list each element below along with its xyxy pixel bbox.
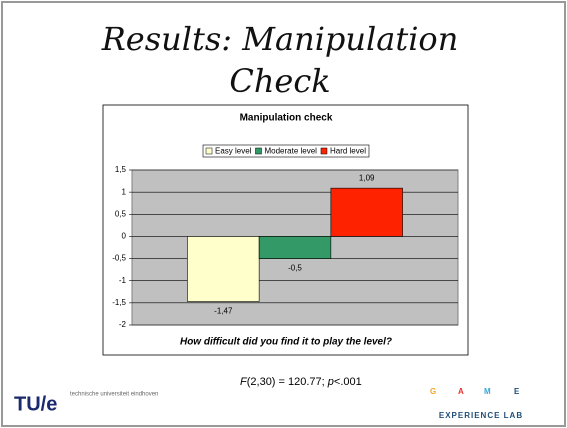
data-label: -0,5: [288, 264, 302, 273]
game-letter: E: [514, 387, 520, 396]
y-tick-label: -1: [119, 276, 127, 285]
x-axis-label: How difficult did you find it to play th…: [180, 337, 392, 348]
footnote-part: <.001: [334, 376, 362, 388]
legend-label: Moderate level: [264, 147, 317, 156]
game-letter: G: [430, 387, 436, 396]
y-tick-label: 0,5: [115, 209, 127, 218]
game-logo: G A M E: [430, 387, 520, 396]
bar: [258, 236, 332, 259]
legend-swatch: [320, 147, 328, 155]
footnote-part: (2,30) = 120.77;: [247, 376, 328, 388]
legend-swatch: [255, 147, 262, 155]
legend-swatch: [205, 147, 213, 155]
bar: [330, 187, 403, 237]
legend-label: Easy level: [215, 147, 252, 156]
y-tick-label: -2: [119, 320, 127, 329]
game-letter: M: [484, 387, 491, 396]
footnote: F(2,30) = 120.77; p<.001: [240, 376, 362, 388]
y-tick-label: 1,5: [115, 165, 127, 174]
slide-title: Results: Manipulation Check: [101, 20, 459, 100]
y-tick-label: 1: [122, 187, 127, 196]
tue-logo: TU/e: [14, 393, 57, 415]
y-tick-label: 0: [122, 232, 127, 241]
y-tick-label: -0,5: [112, 254, 126, 263]
data-label: -1,47: [214, 307, 233, 316]
footnote-part: F: [240, 376, 248, 388]
footnote-part: p: [327, 376, 334, 388]
legend-box: [202, 144, 370, 158]
bar: [187, 236, 260, 302]
tue-name: technische universiteit eindhoven: [70, 392, 158, 398]
legend-label: Hard level: [330, 147, 366, 156]
chart-title: Manipulation check: [240, 113, 333, 124]
data-label: 1,09: [359, 173, 375, 182]
game-letter: A: [458, 387, 464, 396]
game-sub: EXPERIENCE LAB: [439, 411, 523, 420]
y-tick-label: -1,5: [112, 298, 126, 307]
